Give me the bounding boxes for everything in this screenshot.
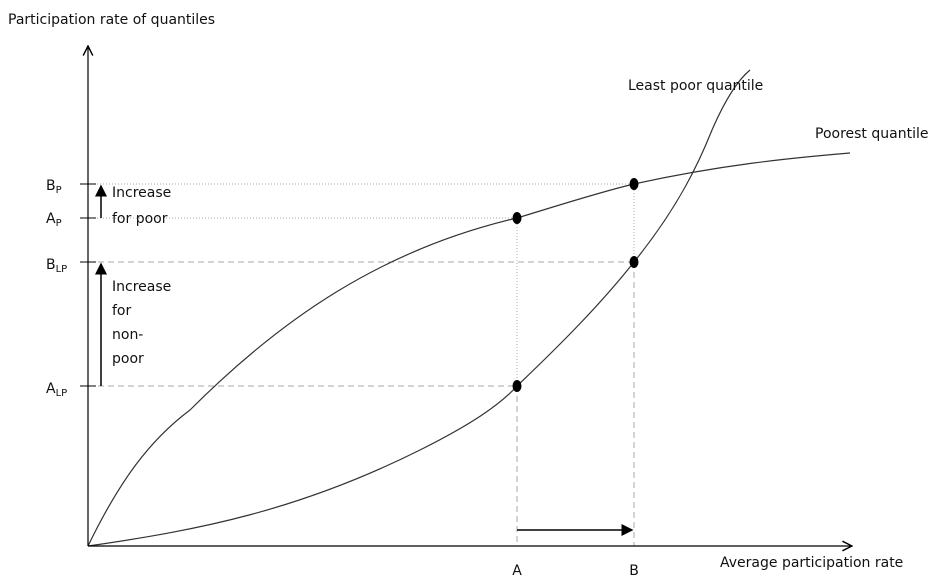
least-poor-label: Least poor quantile xyxy=(628,78,763,94)
x-axis-title: Average participation rate xyxy=(720,555,903,571)
poorest-curve xyxy=(87,152,851,547)
annotation-line: non- xyxy=(112,327,143,343)
x-label-b: B xyxy=(629,563,639,577)
y-label-main: A xyxy=(46,211,56,227)
y-label-alp: ALP xyxy=(46,381,67,399)
x-label-a: A xyxy=(512,563,522,577)
annotation-line: poor xyxy=(112,351,144,367)
y-axis-title: Participation rate of quantiles xyxy=(8,12,215,28)
y-label-bp: BP xyxy=(46,178,62,196)
y-label-sub: P xyxy=(56,218,62,229)
annotation-line: for xyxy=(112,303,131,319)
annotation-line: Increase xyxy=(112,279,171,295)
y-label-blp: BLP xyxy=(46,257,67,275)
y-label-main: A xyxy=(46,381,56,397)
points xyxy=(512,178,639,392)
y-label-sub: LP xyxy=(56,264,68,275)
annotation-line: Increase xyxy=(112,185,171,201)
y-label-sub: LP xyxy=(56,388,68,399)
least-poor-curve xyxy=(87,69,751,547)
y-label-ap: AP xyxy=(46,211,62,229)
y-label-sub: P xyxy=(56,185,62,196)
annotation-line: for poor xyxy=(112,211,168,227)
poorest-label: Poorest quantile xyxy=(815,126,928,142)
y-label-main: B xyxy=(46,178,56,194)
y-label-main: B xyxy=(46,257,56,273)
